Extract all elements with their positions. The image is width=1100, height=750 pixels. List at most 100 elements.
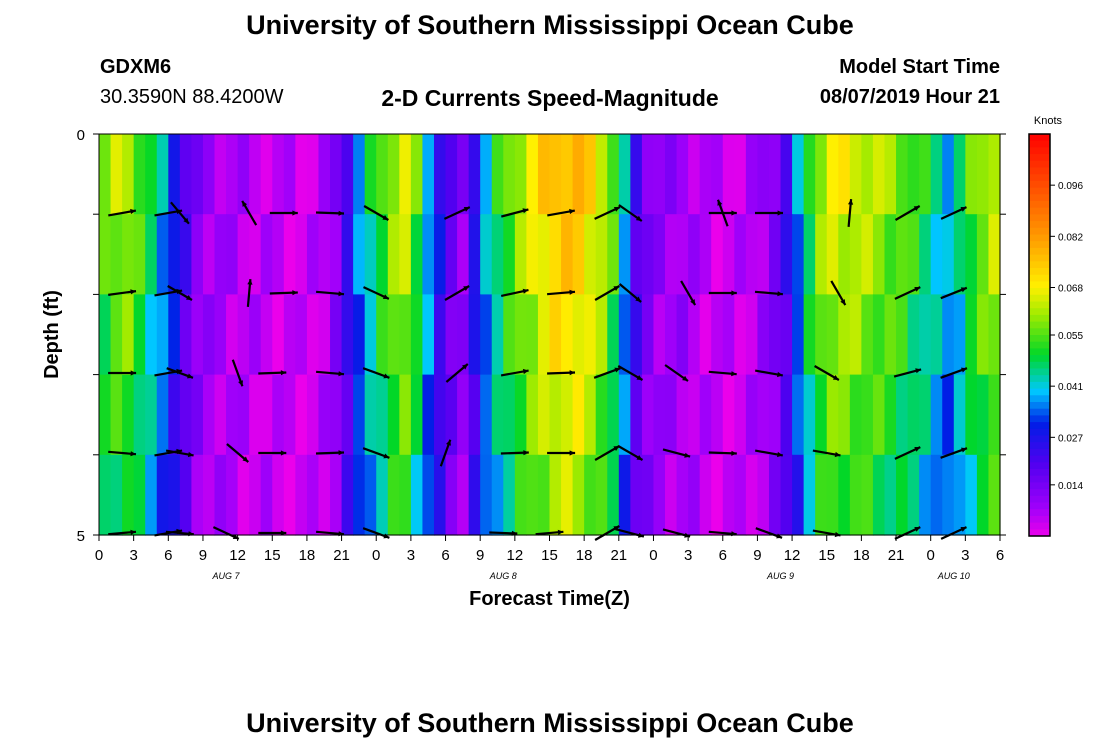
heatmap-cell bbox=[295, 294, 308, 376]
heatmap-cell bbox=[584, 374, 597, 456]
heatmap-cell bbox=[422, 214, 435, 295]
page-title-bottom: University of Southern Mississippi Ocean… bbox=[246, 708, 854, 738]
heatmap-cell bbox=[145, 134, 158, 215]
heatmap-cell bbox=[861, 134, 874, 215]
heatmap-cell bbox=[410, 294, 424, 376]
colorbar-segment bbox=[1029, 348, 1050, 356]
heatmap-cell bbox=[156, 134, 169, 215]
current-vector bbox=[547, 208, 575, 217]
heatmap-cell bbox=[711, 454, 724, 536]
heatmap-cell bbox=[457, 454, 470, 536]
heatmap-cell bbox=[491, 374, 504, 456]
heatmap-cell bbox=[387, 294, 400, 376]
heatmap-cell bbox=[537, 374, 551, 456]
heatmap-cell bbox=[237, 294, 250, 376]
heatmap-cell bbox=[942, 374, 955, 456]
heatmap-cell bbox=[399, 374, 412, 456]
heatmap-cell bbox=[537, 454, 551, 536]
heatmap-cell bbox=[260, 294, 273, 376]
colorbar-segment bbox=[1029, 301, 1050, 309]
heatmap-cell bbox=[896, 374, 909, 456]
current-vector bbox=[755, 210, 783, 216]
x-tick-label: 18 bbox=[299, 547, 316, 564]
heatmap-cell bbox=[561, 134, 574, 215]
heatmap-cell bbox=[514, 294, 527, 376]
heatmap-cell bbox=[965, 214, 978, 295]
heatmap-cell bbox=[353, 374, 366, 456]
current-vector bbox=[940, 206, 967, 220]
heatmap-cell bbox=[561, 294, 574, 376]
heatmap-cell bbox=[179, 374, 193, 456]
heatmap-cell bbox=[584, 454, 597, 536]
heatmap-cell bbox=[214, 214, 227, 295]
heatmap-cell bbox=[838, 134, 851, 215]
heatmap-cell bbox=[884, 134, 897, 215]
current-vector bbox=[940, 367, 968, 379]
x-tick-label: 0 bbox=[372, 547, 380, 564]
heatmap-cell bbox=[480, 134, 493, 215]
heatmap-cell bbox=[838, 454, 851, 536]
heatmap-cell bbox=[399, 134, 412, 215]
colorbar-segment bbox=[1029, 140, 1050, 148]
heatmap-cell bbox=[237, 134, 250, 215]
heatmap-cell bbox=[861, 374, 874, 456]
heatmap-cell bbox=[745, 294, 759, 376]
heatmap-cell bbox=[803, 214, 816, 295]
heatmap-cell bbox=[260, 454, 273, 536]
x-tick-label: 21 bbox=[610, 547, 627, 564]
heatmap-cell bbox=[191, 134, 204, 215]
heatmap-cell bbox=[237, 454, 250, 536]
current-vector bbox=[316, 530, 345, 537]
heatmap-cell bbox=[849, 374, 862, 456]
x-tick-label: 12 bbox=[229, 547, 246, 564]
current-vector bbox=[535, 529, 564, 536]
current-vector bbox=[258, 530, 287, 536]
heatmap-cell bbox=[330, 214, 343, 295]
current-vector bbox=[108, 289, 137, 296]
heatmap-cell bbox=[618, 454, 631, 536]
heatmap-cell bbox=[849, 294, 862, 376]
heatmap-cell bbox=[306, 134, 320, 215]
heatmap-cell bbox=[584, 214, 597, 295]
heatmap-cell bbox=[226, 214, 239, 295]
heatmap-cell bbox=[168, 214, 181, 295]
colorbar-segment bbox=[1029, 509, 1050, 517]
heatmap-cell bbox=[630, 214, 643, 295]
colorbar-segment bbox=[1029, 214, 1050, 222]
heatmap-cell bbox=[815, 454, 828, 536]
colorbar-segment bbox=[1029, 167, 1050, 175]
current-vector bbox=[166, 367, 194, 379]
current-vector bbox=[755, 449, 783, 458]
heatmap-cell bbox=[214, 294, 227, 376]
heatmap-cell bbox=[699, 454, 712, 536]
colorbar-segment bbox=[1029, 335, 1050, 343]
heatmap-cell bbox=[676, 374, 689, 456]
heatmap-cell bbox=[803, 134, 816, 215]
heatmap-cell bbox=[422, 294, 435, 376]
heatmap-cell bbox=[653, 134, 666, 215]
colorbar-segment bbox=[1029, 381, 1050, 390]
colorbar-tick-label: 0.082 bbox=[1058, 232, 1083, 243]
heatmap-cell bbox=[283, 214, 296, 295]
heatmap-cell bbox=[202, 454, 216, 536]
heatmap-cell bbox=[156, 294, 169, 376]
heatmap-cell bbox=[907, 214, 920, 295]
heatmap-cell bbox=[953, 454, 966, 536]
heatmap-cell bbox=[376, 214, 389, 295]
heatmap-cell bbox=[433, 214, 447, 295]
heatmap-cell bbox=[930, 374, 943, 456]
heatmap-cell bbox=[410, 214, 424, 295]
heatmap-cell bbox=[110, 374, 123, 456]
heatmap-cell bbox=[537, 214, 551, 295]
heatmap-cell bbox=[976, 454, 990, 536]
heatmap-cell bbox=[318, 134, 331, 215]
heatmap-cell bbox=[330, 454, 343, 536]
colorbar-segment bbox=[1029, 288, 1050, 296]
heatmap-cell bbox=[988, 454, 1001, 536]
heatmap-cell bbox=[919, 374, 932, 456]
heatmap-cell bbox=[526, 294, 539, 376]
colorbar-segment bbox=[1029, 462, 1050, 470]
heatmap-cell bbox=[792, 214, 805, 295]
current-vector bbox=[547, 289, 576, 296]
current-vector bbox=[445, 363, 469, 383]
